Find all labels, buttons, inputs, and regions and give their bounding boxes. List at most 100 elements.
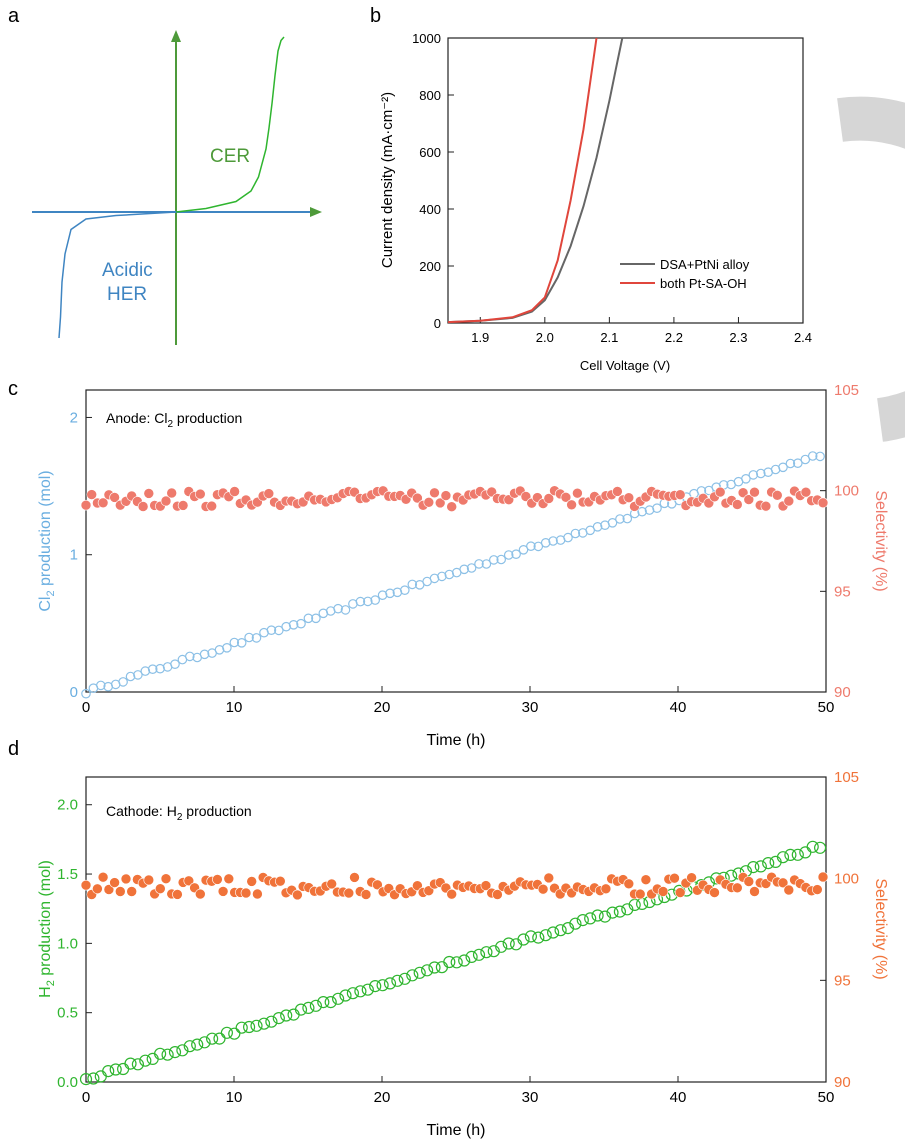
production-point	[288, 619, 299, 630]
panel-label-d: d	[8, 738, 19, 760]
title-d-main: Cathode: H	[106, 803, 177, 819]
production-point	[443, 955, 456, 969]
her-curve	[58, 211, 177, 339]
production-point	[598, 910, 612, 923]
xtick-label-b: 2.4	[794, 330, 812, 345]
y2tick-label: 90	[834, 1074, 851, 1091]
production-point	[652, 503, 662, 513]
selectivity-point	[669, 872, 680, 884]
production-point	[280, 1009, 293, 1022]
selectivity-point	[674, 489, 686, 501]
production-point	[741, 473, 751, 484]
production-point	[118, 677, 128, 687]
acidic-label: Acidic	[102, 260, 153, 281]
production-point	[532, 931, 545, 944]
production-point	[273, 625, 284, 636]
production-point	[340, 605, 351, 615]
selectivity-point	[634, 888, 646, 900]
production-point	[198, 1036, 211, 1049]
production-point	[87, 1072, 100, 1085]
selectivity-point	[229, 486, 240, 497]
ylabel-c-tail: production (mol)	[37, 470, 54, 590]
production-point	[199, 649, 210, 660]
xlabel-c: Time (h)	[427, 732, 486, 749]
ytick-label: 1	[70, 547, 78, 564]
title-d-sub: 2	[177, 812, 183, 823]
xtick-label: 30	[522, 1089, 539, 1106]
production-point	[236, 637, 247, 648]
production-point	[533, 541, 544, 552]
selectivity-point	[520, 491, 532, 502]
production-point	[613, 905, 627, 918]
selectivity-point	[771, 489, 783, 501]
selectivity-point	[760, 500, 772, 512]
selectivity-point	[103, 884, 115, 895]
production-point	[792, 458, 803, 468]
production-point	[548, 536, 558, 546]
production-point	[435, 961, 448, 974]
arrow-a-right	[310, 207, 322, 217]
selectivity-point	[800, 486, 812, 498]
selectivity-point	[446, 501, 458, 513]
selectivity-point	[86, 489, 97, 500]
production-point	[109, 1063, 122, 1076]
panel-label-b: b	[370, 5, 381, 27]
selectivity-point	[434, 497, 446, 509]
selectivity-point	[543, 493, 555, 504]
production-point	[243, 1020, 256, 1034]
selectivity-point	[274, 875, 286, 887]
selectivity-point	[480, 880, 492, 891]
production-point	[140, 666, 151, 676]
production-point	[503, 550, 514, 560]
selectivity-point	[572, 487, 583, 499]
ytick-label: 0.5	[57, 1005, 78, 1022]
xlabel-b: Cell Voltage (V)	[580, 358, 670, 373]
y2label-d: Selectivity (%)	[872, 878, 889, 979]
arrow-a-up	[171, 30, 181, 42]
selectivity-point	[674, 887, 686, 898]
selectivity-point	[160, 873, 172, 885]
production-point	[799, 846, 812, 859]
production-point	[147, 664, 158, 674]
production-point	[450, 956, 463, 969]
selectivity-point	[412, 492, 423, 504]
production-point	[311, 613, 321, 624]
production-point	[540, 537, 551, 548]
production-point	[339, 989, 352, 1002]
selectivity-point	[811, 884, 823, 895]
production-point	[444, 569, 455, 580]
production-point	[806, 840, 819, 853]
production-point	[185, 651, 195, 662]
production-point	[125, 671, 136, 682]
production-point	[191, 1038, 204, 1051]
production-point	[554, 924, 567, 937]
ytick-label-b: 800	[419, 88, 441, 103]
y2tick-label: 95	[834, 583, 851, 600]
production-point	[361, 983, 374, 996]
ytick-label-b: 200	[419, 259, 441, 274]
selectivity-point	[92, 883, 103, 895]
selectivity-point	[343, 887, 355, 899]
selectivity-point	[223, 873, 235, 885]
selectivity-point	[217, 886, 229, 897]
production-point	[362, 596, 373, 607]
pt-sa-oh-curve	[447, 37, 598, 324]
selectivity-point	[360, 889, 372, 900]
production-point	[385, 588, 395, 599]
production-point	[133, 670, 143, 680]
cer-curve	[175, 36, 285, 213]
ylabel-d-main: H	[37, 986, 54, 998]
production-point	[791, 848, 804, 861]
production-point	[161, 1048, 174, 1061]
selectivity-point	[177, 500, 189, 511]
selectivity-point	[429, 487, 440, 499]
production-point	[272, 1011, 285, 1025]
production-point	[413, 966, 426, 979]
production-point	[398, 972, 411, 985]
selectivity-point	[423, 496, 435, 508]
ytick-label: 2.0	[57, 797, 78, 814]
her-label: HER	[107, 284, 147, 305]
production-point	[724, 869, 738, 882]
production-point	[309, 999, 322, 1012]
